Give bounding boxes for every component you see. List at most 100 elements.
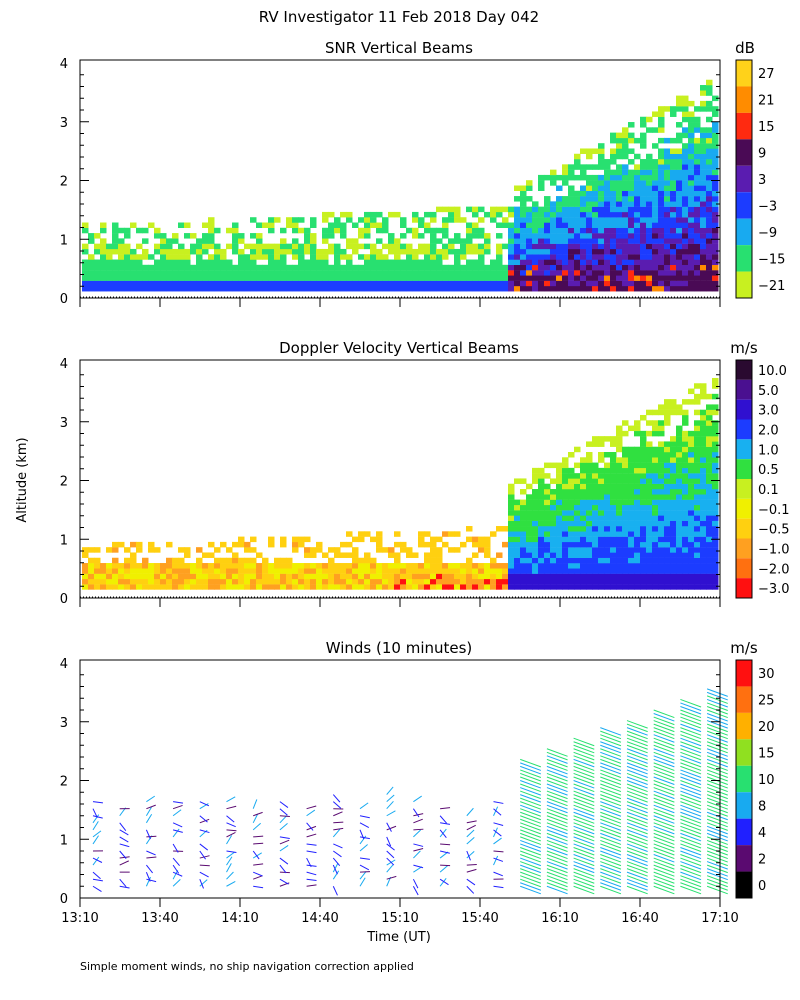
wind-barb	[680, 829, 702, 838]
snr-cell	[634, 185, 641, 191]
snr-cell	[520, 285, 527, 292]
doppler-cell	[520, 515, 527, 521]
snr-cell	[400, 248, 407, 255]
snr-cell	[580, 148, 587, 154]
snr-cell	[556, 264, 563, 271]
snr-cell	[262, 222, 269, 228]
snr-cell	[94, 264, 101, 271]
doppler-cell	[454, 573, 461, 580]
snr-cell	[544, 254, 551, 260]
snr-cell	[616, 190, 623, 197]
snr-cell	[682, 201, 689, 207]
doppler-cell	[676, 541, 683, 548]
snr-cell	[628, 264, 635, 271]
snr-cell	[280, 280, 287, 287]
doppler-cell	[592, 573, 599, 580]
snr-cell	[100, 243, 107, 250]
doppler-cell	[568, 531, 575, 537]
doppler-cell	[682, 499, 689, 506]
snr-cell	[136, 243, 143, 250]
y-tick-label: 0	[60, 292, 68, 307]
snr-cell	[610, 132, 617, 139]
snr-cell	[670, 111, 677, 117]
snr-cell	[334, 285, 341, 292]
wind-barb	[546, 783, 568, 793]
doppler-cell	[646, 452, 653, 458]
doppler-cell	[604, 578, 611, 585]
doppler-cell	[652, 504, 659, 511]
wind-barb	[546, 762, 568, 771]
snr-cell	[628, 243, 635, 250]
snr-cell	[532, 206, 539, 213]
snr-cell	[310, 264, 317, 271]
wind-barb	[680, 854, 702, 863]
snr-cell	[442, 280, 449, 287]
snr-cell	[202, 238, 209, 244]
snr-cell	[268, 264, 275, 271]
doppler-cell	[364, 584, 371, 590]
doppler-cell	[484, 541, 491, 548]
snr-cell	[208, 254, 215, 260]
snr-cell	[544, 222, 551, 228]
doppler-cell	[652, 430, 659, 437]
colorbar-label: 10.0	[758, 364, 787, 379]
snr-cell	[370, 264, 377, 271]
doppler-cell	[574, 504, 581, 511]
snr-cell	[520, 248, 527, 255]
snr-cell	[640, 201, 647, 207]
doppler-cell	[490, 557, 497, 564]
snr-cell	[598, 243, 605, 250]
snr-cell	[628, 275, 635, 281]
snr-cell	[154, 285, 161, 292]
snr-cell	[328, 233, 335, 239]
snr-cell	[532, 238, 539, 244]
wind-barb	[520, 878, 542, 888]
snr-cell	[376, 264, 383, 271]
snr-cell	[424, 285, 431, 292]
snr-cell	[616, 148, 623, 154]
doppler-cell	[454, 547, 461, 553]
doppler-cell	[562, 541, 569, 548]
snr-cell	[298, 254, 305, 260]
wind-barb	[706, 758, 728, 768]
snr-cell	[580, 238, 587, 244]
wind-barb	[520, 857, 542, 867]
doppler-cell	[610, 441, 617, 447]
snr-cell	[712, 159, 719, 165]
doppler-cell	[658, 547, 665, 553]
doppler-cell	[586, 462, 593, 469]
doppler-cell	[220, 541, 227, 548]
wind-barb	[146, 804, 156, 810]
snr-cell	[670, 211, 677, 218]
doppler-cell	[688, 510, 695, 516]
winds-x-axis: 13:10 13:40 14:10 14:40 15:10 15:40 16:10 16:40…	[61, 898, 739, 926]
snr-cell	[538, 222, 545, 228]
wind-barb	[493, 822, 504, 827]
snr-cell	[676, 217, 683, 223]
snr-cell	[478, 233, 485, 239]
snr-cell	[496, 248, 503, 255]
doppler-cell	[514, 573, 521, 580]
snr-cell	[466, 227, 473, 234]
colorbar-label: −3	[758, 199, 777, 214]
snr-cell	[550, 270, 557, 276]
doppler-cell	[640, 504, 647, 511]
doppler-cell	[268, 584, 275, 590]
snr-cell	[292, 222, 299, 228]
snr-cell	[376, 254, 383, 260]
doppler-cell	[706, 462, 713, 469]
doppler-cell	[508, 578, 515, 585]
snr-cell	[676, 243, 683, 250]
doppler-cell	[232, 563, 239, 569]
doppler-cell	[634, 446, 641, 453]
snr-cell	[478, 270, 485, 276]
doppler-cell	[652, 483, 659, 490]
snr-cell	[688, 148, 695, 154]
wind-barb	[600, 850, 622, 860]
snr-cell	[172, 264, 179, 271]
doppler-cell	[700, 584, 707, 590]
doppler-cell	[670, 520, 677, 527]
doppler-cell	[286, 573, 293, 580]
wind-barb	[279, 839, 290, 845]
snr-cell	[292, 285, 299, 292]
